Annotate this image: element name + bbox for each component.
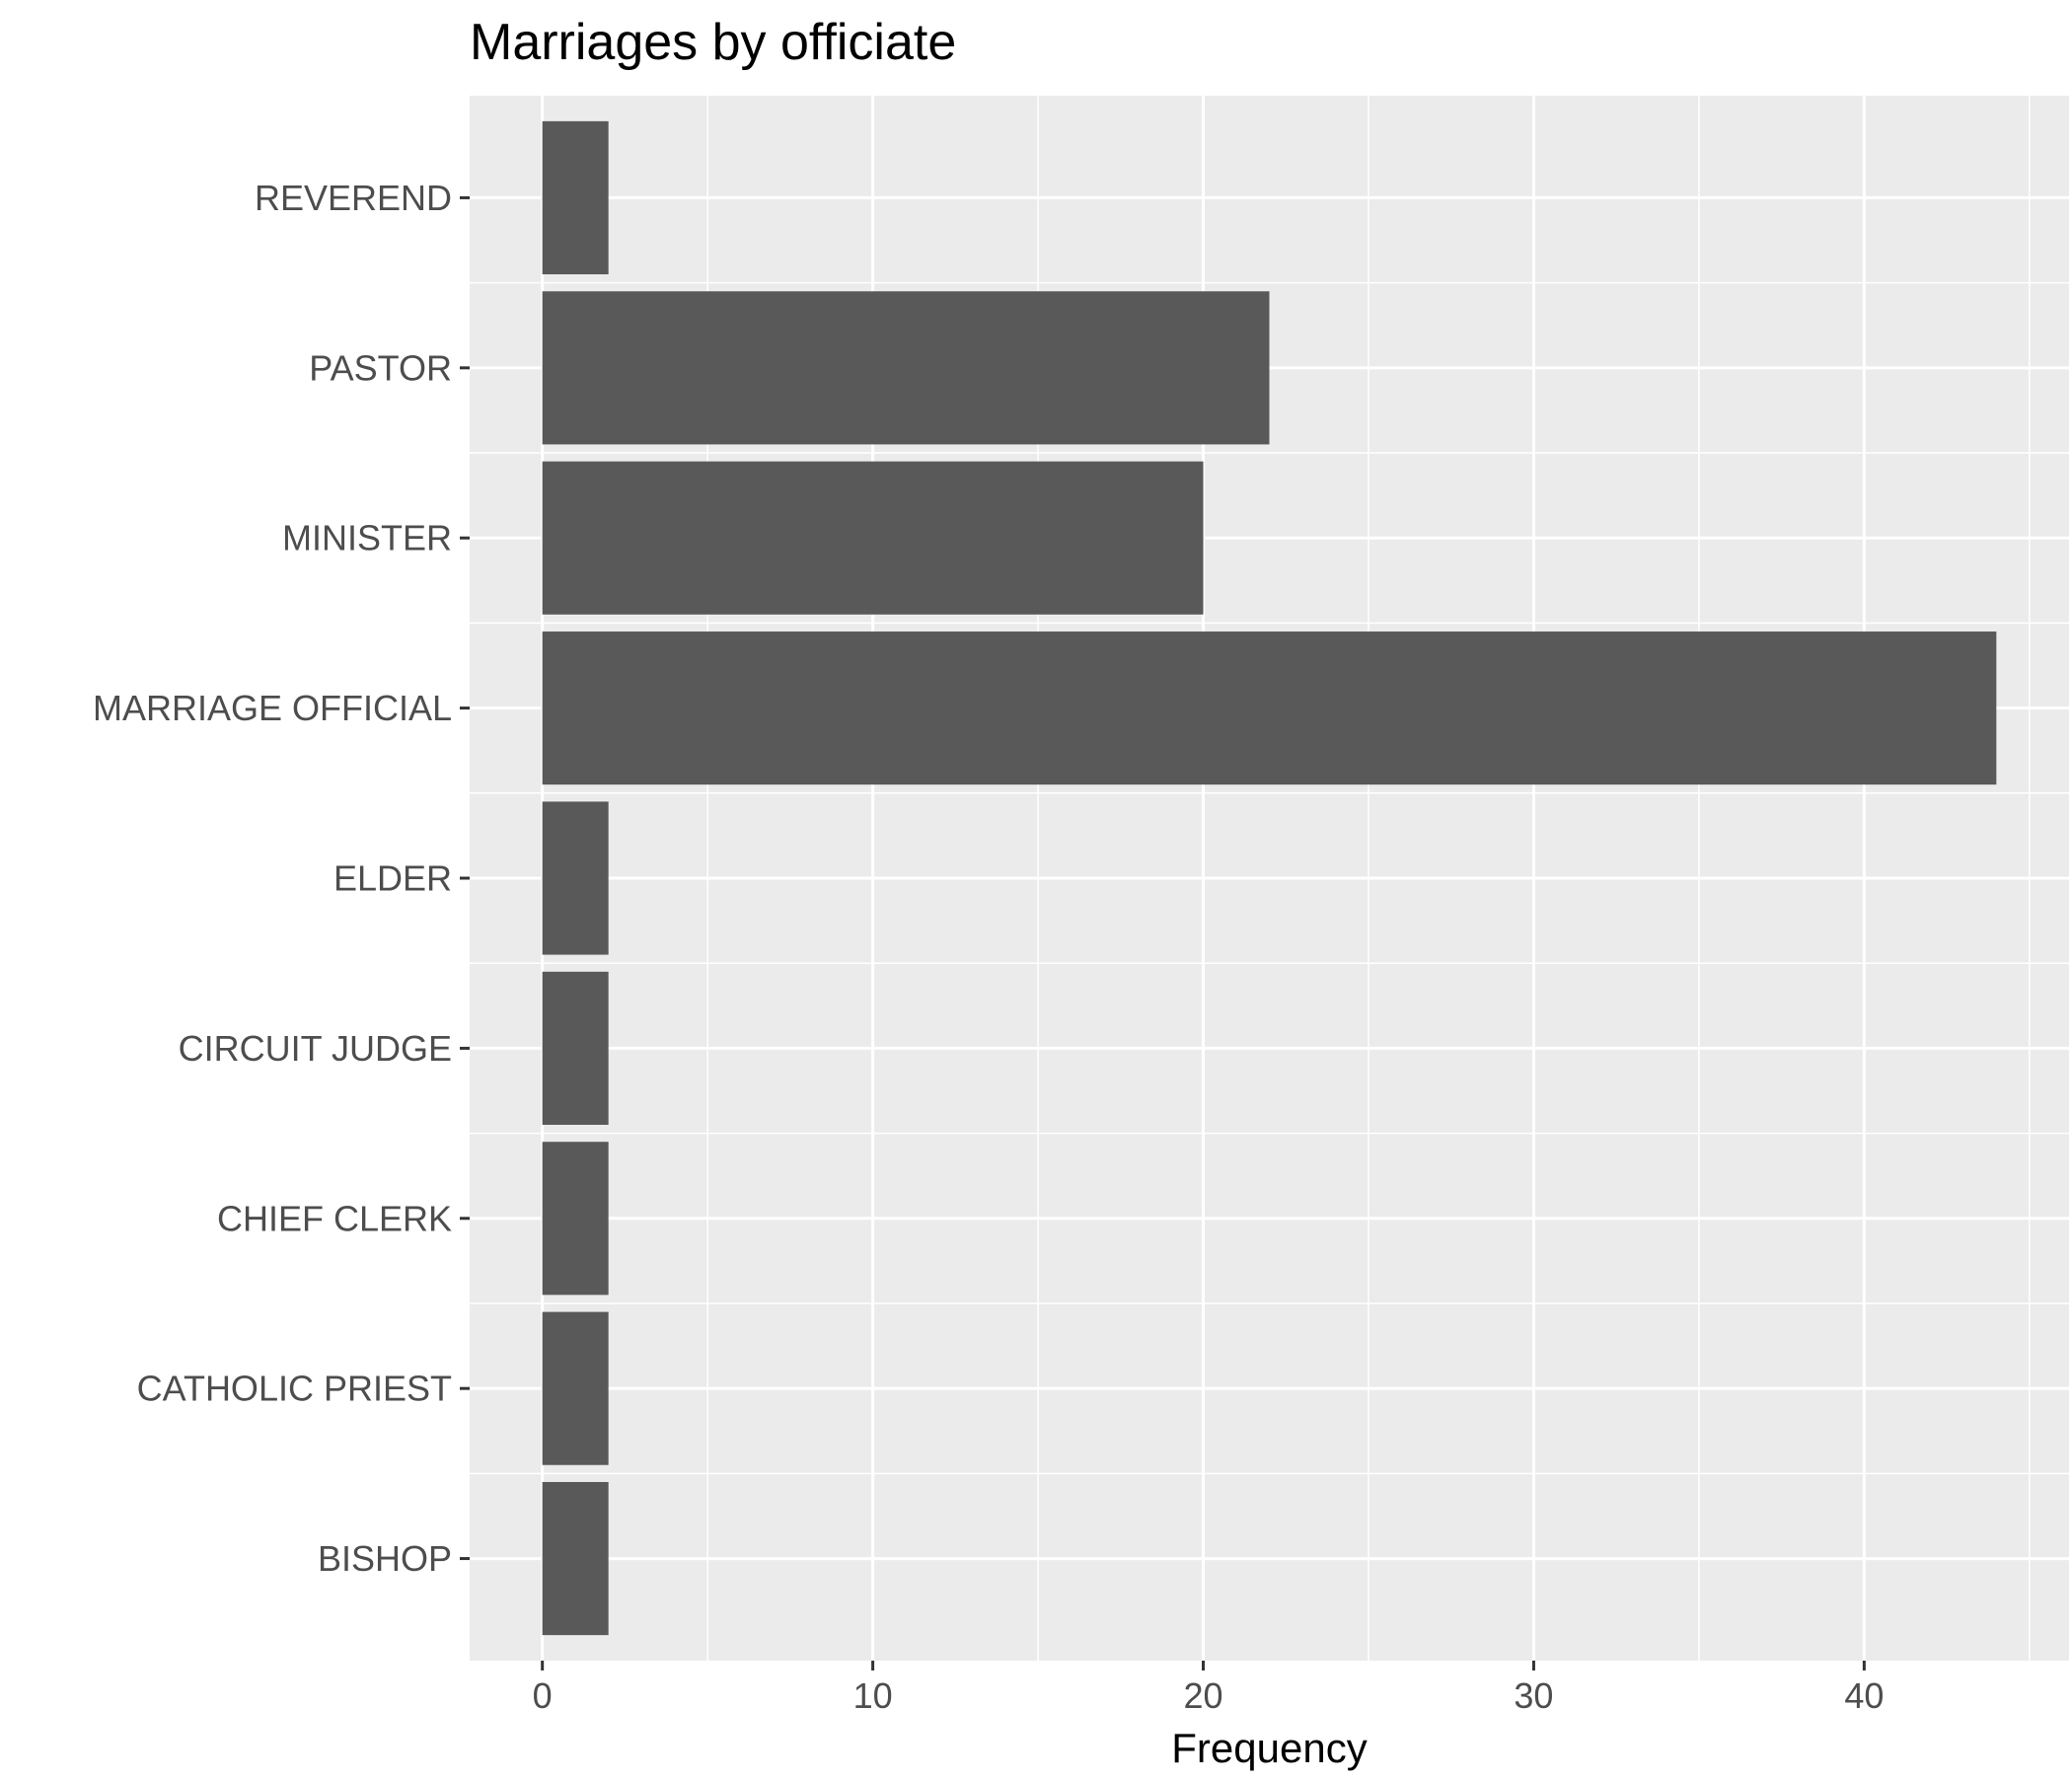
- bars: [542, 120, 1997, 1636]
- y-axis: BISHOP CATHOLIC PRIEST CHIEF CLERK CIRCUIT …: [93, 178, 470, 1579]
- bar: [542, 801, 609, 955]
- bar: [542, 461, 1204, 615]
- x-tick-label: 20: [1183, 1675, 1222, 1716]
- chart-title: Marriages by officiate: [470, 14, 956, 71]
- bar: [542, 120, 609, 275]
- bar: [542, 1142, 609, 1296]
- y-tick-label: MARRIAGE OFFICIAL: [93, 688, 452, 728]
- bar: [542, 1481, 609, 1636]
- y-tick-label: MINISTER: [282, 518, 452, 558]
- x-axis-title: Frequency: [1171, 1725, 1367, 1771]
- x-tick-label: 40: [1844, 1675, 1884, 1716]
- x-tick-label: 10: [853, 1675, 893, 1716]
- y-tick-label: CIRCUIT JUDGE: [179, 1028, 452, 1069]
- y-tick-label: BISHOP: [318, 1538, 452, 1579]
- bar: [542, 291, 1270, 445]
- bar: [542, 1311, 609, 1465]
- y-tick-label: CATHOLIC PRIEST: [137, 1369, 452, 1409]
- y-tick-label: ELDER: [333, 858, 452, 899]
- bar: [542, 631, 1997, 785]
- x-tick-label: 0: [533, 1675, 553, 1716]
- y-tick-label: PASTOR: [309, 347, 452, 388]
- bar: [542, 971, 609, 1125]
- x-axis: 0 10 20 30 40: [533, 1661, 1884, 1716]
- y-tick-label: CHIEF CLERK: [217, 1198, 452, 1238]
- x-tick-label: 30: [1514, 1675, 1553, 1716]
- y-tick-label: REVEREND: [255, 178, 452, 218]
